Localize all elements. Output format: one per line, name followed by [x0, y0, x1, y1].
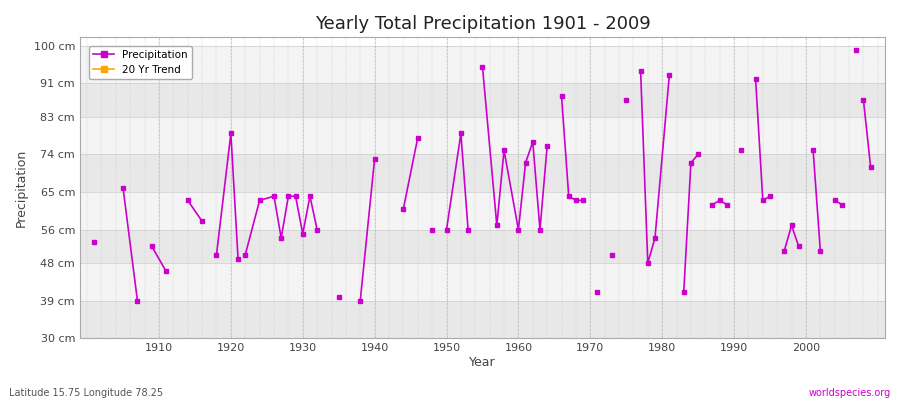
Bar: [80, 154, 885, 192]
Bar: [80, 46, 885, 83]
Title: Yearly Total Precipitation 1901 - 2009: Yearly Total Precipitation 1901 - 2009: [315, 15, 651, 33]
Legend: Precipitation, 20 Yr Trend: Precipitation, 20 Yr Trend: [89, 46, 193, 79]
Y-axis label: Precipitation: Precipitation: [15, 149, 28, 227]
Bar: [80, 230, 885, 263]
X-axis label: Year: Year: [469, 356, 496, 369]
Bar: [80, 117, 885, 154]
Text: Latitude 15.75 Longitude 78.25: Latitude 15.75 Longitude 78.25: [9, 388, 163, 398]
Bar: [80, 263, 885, 301]
Text: worldspecies.org: worldspecies.org: [809, 388, 891, 398]
Bar: [80, 301, 885, 338]
Bar: [80, 83, 885, 117]
Bar: [80, 192, 885, 230]
